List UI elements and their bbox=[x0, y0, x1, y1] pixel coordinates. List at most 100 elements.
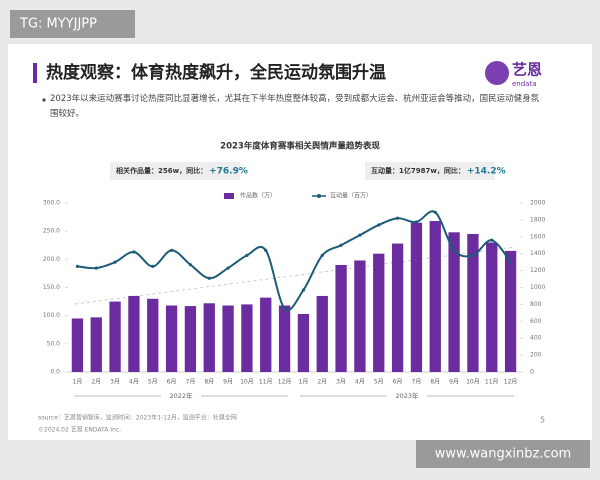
bar bbox=[278, 305, 291, 372]
line-point bbox=[169, 248, 174, 252]
line-point bbox=[188, 263, 193, 267]
line-point bbox=[452, 248, 456, 252]
x-tick-label: 10月 bbox=[466, 379, 480, 386]
source: source：艺恩营销智库，监测时间：2023年1-12月，监测平台：社媒全网 bbox=[38, 414, 237, 422]
bar bbox=[504, 250, 517, 372]
bar bbox=[260, 297, 272, 372]
line-point bbox=[207, 276, 211, 280]
x-tick-label: 3月 bbox=[336, 379, 346, 386]
bar bbox=[373, 253, 385, 372]
y2-tick-label: 0 bbox=[530, 369, 534, 376]
x-tick-label: 5月 bbox=[148, 379, 158, 386]
y-tick-label: 50.0 bbox=[47, 340, 61, 347]
x-tick-label: 7月 bbox=[412, 379, 422, 386]
bar bbox=[147, 298, 159, 372]
line-point bbox=[358, 233, 362, 237]
y-tick-label: 250.0 bbox=[43, 228, 60, 235]
x-tick-label: 4月 bbox=[129, 379, 139, 386]
bar bbox=[222, 305, 234, 372]
highlight-box bbox=[365, 162, 495, 180]
bar bbox=[71, 318, 84, 372]
line-point bbox=[471, 253, 475, 257]
title-accent bbox=[33, 63, 37, 83]
watermark: TG: MYYJJPP bbox=[19, 17, 97, 32]
x-tick-label: 10月 bbox=[240, 379, 254, 386]
x-tick-label: 2月 bbox=[91, 379, 101, 386]
page-number: 5 bbox=[540, 416, 545, 425]
x-tick-label: 3月 bbox=[110, 379, 120, 386]
bar bbox=[109, 301, 121, 372]
bar bbox=[297, 313, 310, 372]
line-point bbox=[151, 264, 155, 268]
line-point bbox=[226, 266, 230, 270]
bar bbox=[184, 306, 197, 372]
line-point bbox=[245, 253, 249, 257]
line bbox=[77, 210, 512, 312]
x-tick-label: 9月 bbox=[449, 379, 459, 386]
slide-title: 热度观察：体育热度飙升，全民运动氛围升温 bbox=[46, 62, 386, 83]
trend-line bbox=[74, 246, 516, 305]
logo-en: endata bbox=[512, 80, 537, 88]
x-tick-label: 4月 bbox=[355, 379, 365, 386]
y2-tick-label: 600 bbox=[530, 318, 542, 325]
line-point bbox=[508, 260, 513, 264]
line-point bbox=[264, 248, 268, 252]
bar bbox=[203, 303, 215, 372]
line-point bbox=[490, 238, 494, 242]
bar bbox=[316, 295, 328, 372]
y2-tick-label: 200 bbox=[530, 352, 542, 359]
highlight-text: 相关作品量：256w，同比： bbox=[116, 166, 207, 175]
y2-tick-label: 1200 bbox=[530, 267, 545, 274]
bar bbox=[90, 317, 102, 372]
legend-swatch bbox=[224, 193, 234, 199]
chart-title: 2023年度体育赛事相关舆情声量趋势表现 bbox=[220, 141, 380, 152]
logo-cn: 艺恩 bbox=[512, 61, 542, 79]
highlight-change: +14.2% bbox=[467, 167, 506, 177]
x-tick-label: 2月 bbox=[317, 379, 327, 386]
bar bbox=[391, 243, 404, 372]
y2-tick-label: 800 bbox=[530, 301, 542, 308]
highlight-box bbox=[110, 162, 240, 180]
legend-label: 作品数（万） bbox=[240, 192, 276, 200]
y-tick-label: 150.0 bbox=[43, 284, 60, 291]
legend-swatch bbox=[317, 194, 321, 198]
x-tick-label: 6月 bbox=[393, 379, 403, 386]
highlight-text: 互动量：1亿7987w，同比： bbox=[371, 166, 465, 175]
x-tick-label: 8月 bbox=[204, 379, 214, 386]
year-label: 2022年 bbox=[169, 391, 193, 400]
line-point bbox=[282, 307, 287, 311]
line-point bbox=[301, 288, 306, 292]
highlight-change: +76.9% bbox=[209, 167, 248, 177]
bar bbox=[486, 242, 498, 372]
line-point bbox=[132, 250, 136, 254]
copyright: ©2024.02 艺恩 ENDATA Inc. bbox=[38, 426, 121, 434]
x-tick-label: 7月 bbox=[186, 379, 196, 386]
x-tick-label: 12月 bbox=[278, 379, 292, 386]
x-tick-label: 1月 bbox=[299, 379, 309, 386]
bar bbox=[448, 232, 460, 372]
bar bbox=[429, 221, 441, 372]
x-tick-label: 8月 bbox=[430, 379, 440, 386]
line-point bbox=[377, 223, 381, 227]
line-point bbox=[414, 220, 419, 224]
bullet-text: 2023年以来运动赛事讨论热度同比显著增长，尤其在下半年热度整体较高，受到成都大… bbox=[50, 94, 540, 119]
x-tick-label: 11月 bbox=[485, 379, 499, 386]
x-tick-label: 12月 bbox=[504, 379, 518, 386]
y2-tick-label: 1600 bbox=[530, 233, 545, 240]
x-tick-label: 9月 bbox=[223, 379, 233, 386]
bar bbox=[410, 222, 423, 372]
x-tick-label: 11月 bbox=[259, 379, 273, 386]
y2-tick-label: 1800 bbox=[530, 216, 545, 223]
line-point bbox=[94, 266, 98, 270]
y2-tick-label: 400 bbox=[530, 335, 542, 342]
legend-label: 互动量（百万） bbox=[330, 193, 372, 200]
line-point bbox=[339, 243, 343, 247]
bar bbox=[241, 304, 253, 372]
y-tick-label: 0.0 bbox=[50, 369, 60, 376]
bar bbox=[165, 305, 178, 372]
x-tick-label: 1月 bbox=[73, 379, 83, 386]
watermark: www.wangxinbz.com bbox=[435, 447, 571, 462]
line-point bbox=[395, 216, 400, 220]
bar bbox=[467, 233, 479, 372]
